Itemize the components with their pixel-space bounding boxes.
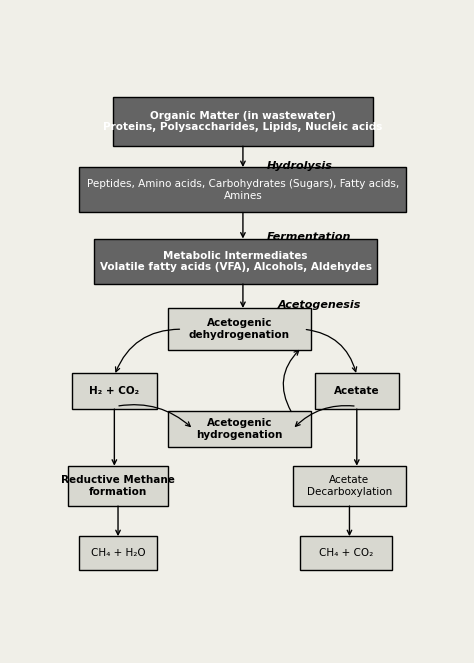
FancyBboxPatch shape bbox=[80, 536, 156, 570]
Text: Acetogenic
dehydrogenation: Acetogenic dehydrogenation bbox=[189, 318, 290, 340]
Text: Peptides, Amino acids, Carbohydrates (Sugars), Fatty acids,
Amines: Peptides, Amino acids, Carbohydrates (Su… bbox=[87, 179, 399, 201]
FancyBboxPatch shape bbox=[94, 239, 377, 284]
Text: Hydrolysis: Hydrolysis bbox=[267, 161, 333, 171]
FancyBboxPatch shape bbox=[72, 373, 156, 409]
FancyBboxPatch shape bbox=[315, 373, 399, 409]
Text: CH₄ + CO₂: CH₄ + CO₂ bbox=[319, 548, 373, 558]
Text: Acetogenic
hydrogenation: Acetogenic hydrogenation bbox=[196, 418, 283, 440]
FancyBboxPatch shape bbox=[292, 466, 406, 506]
FancyBboxPatch shape bbox=[168, 308, 311, 350]
Text: H₂ + CO₂: H₂ + CO₂ bbox=[89, 386, 139, 396]
FancyBboxPatch shape bbox=[168, 411, 311, 447]
FancyBboxPatch shape bbox=[80, 167, 406, 212]
Text: Metabolic Intermediates
Volatile fatty acids (VFA), Alcohols, Aldehydes: Metabolic Intermediates Volatile fatty a… bbox=[100, 251, 372, 272]
Text: CH₄ + H₂O: CH₄ + H₂O bbox=[91, 548, 146, 558]
Text: Acetate
Decarboxylation: Acetate Decarboxylation bbox=[307, 475, 392, 497]
Text: Acetate: Acetate bbox=[334, 386, 380, 396]
FancyBboxPatch shape bbox=[68, 466, 168, 506]
Text: Fermentation: Fermentation bbox=[267, 232, 351, 242]
Text: Reductive Methane
formation: Reductive Methane formation bbox=[61, 475, 175, 497]
Text: Organic Matter (in wastewater)
Proteins, Polysaccharides, Lipids, Nucleic acids: Organic Matter (in wastewater) Proteins,… bbox=[103, 111, 383, 133]
Text: Acetogenesis: Acetogenesis bbox=[278, 300, 361, 310]
FancyBboxPatch shape bbox=[300, 536, 392, 570]
FancyBboxPatch shape bbox=[112, 97, 374, 146]
